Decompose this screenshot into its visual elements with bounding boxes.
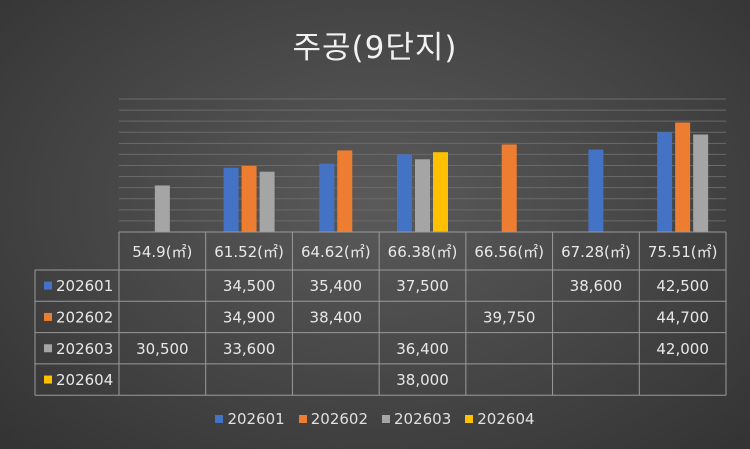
category-label: 54.9(㎡) (132, 243, 192, 261)
legend-label: 202603 (394, 410, 452, 428)
legend-item: 202601 (215, 410, 285, 428)
series-swatch (44, 312, 52, 321)
bar (223, 167, 239, 232)
category-label: 75.51(㎡) (648, 243, 718, 261)
category-label: 64.62(㎡) (301, 243, 371, 261)
legend-swatch (382, 415, 390, 423)
data-label: 33,600 (223, 340, 276, 358)
legend-label: 202604 (477, 410, 535, 428)
chart-legend: 202601 202602 202603 202604 (0, 410, 750, 428)
category-label: 66.56(㎡) (474, 243, 544, 261)
data-label: 42,000 (656, 340, 709, 358)
series-name: 202603 (56, 340, 113, 358)
series-name: 202604 (56, 371, 113, 389)
data-label: 34,500 (223, 277, 276, 295)
data-label: 37,500 (396, 277, 449, 295)
bar (693, 134, 709, 232)
data-label: 35,400 (310, 277, 363, 295)
chart-title: 주공(9단지) (292, 30, 458, 66)
legend-label: 202601 (227, 410, 285, 428)
bar (657, 132, 673, 232)
data-label: 44,700 (656, 308, 709, 326)
bar (337, 150, 353, 232)
data-label: 36,400 (396, 340, 449, 358)
bar (675, 122, 691, 232)
bar (588, 149, 604, 232)
category-label: 66.38(㎡) (388, 243, 458, 261)
data-label: 38,600 (570, 277, 623, 295)
category-label: 67.28(㎡) (561, 243, 631, 261)
data-label: 39,750 (483, 308, 536, 326)
series-name: 202601 (56, 277, 113, 295)
series-swatch (44, 281, 52, 290)
bar (433, 152, 448, 232)
series-swatch (44, 344, 52, 353)
bar (319, 163, 335, 232)
data-label: 38,400 (310, 308, 363, 326)
legend-swatch (298, 415, 307, 423)
legend-item: 202604 (465, 410, 535, 428)
bar (154, 185, 170, 232)
legend-item: 202603 (382, 410, 451, 428)
series-name: 202602 (56, 308, 113, 326)
data-label: 38,000 (396, 371, 449, 389)
data-label: 42,500 (656, 277, 709, 295)
legend-label: 202602 (310, 410, 368, 428)
chart-area: 54.9(㎡) 61.52(㎡) 64.62(㎡) 66.38(㎡) 66.56(㎡) 6… (34, 98, 727, 396)
legend-swatch (465, 415, 474, 423)
series-swatch (44, 375, 52, 384)
category-label: 61.52(㎡) (214, 243, 284, 261)
bar (241, 165, 257, 232)
bar (415, 159, 430, 232)
bar (501, 144, 517, 232)
legend-swatch (215, 415, 224, 423)
bar (397, 154, 412, 232)
bar (259, 171, 275, 232)
legend-item: 202602 (298, 410, 368, 428)
data-label: 34,900 (223, 308, 276, 326)
data-label: 30,500 (136, 340, 189, 358)
